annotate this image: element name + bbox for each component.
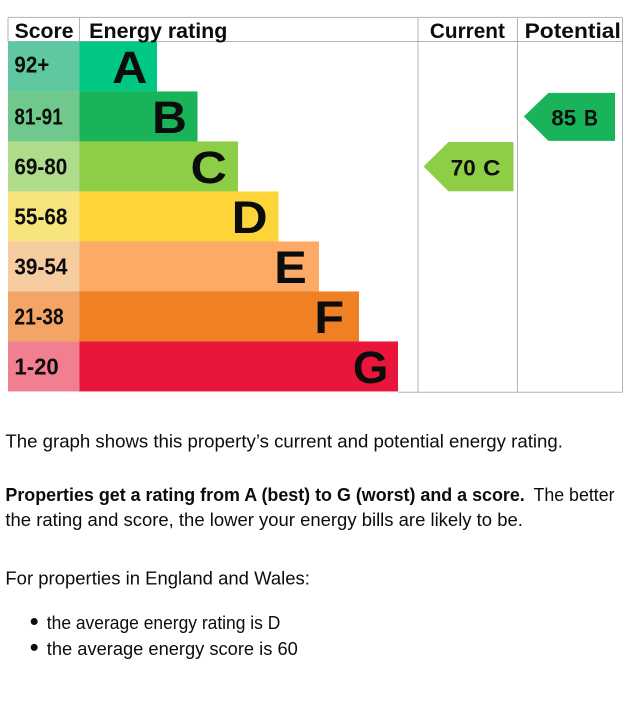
svg-text:69-80: 69-80 [14,154,67,180]
svg-text:C: C [483,155,500,180]
svg-text:the average energy rating is D: the average energy rating is D [47,612,280,633]
svg-text:B: B [152,92,187,143]
svg-text:The better: The better [534,484,615,505]
svg-text:Score: Score [15,20,74,43]
svg-text:the rating and score, the lowe: the rating and score, the lower your ene… [5,509,523,530]
svg-text:G: G [353,342,389,393]
svg-text:F: F [314,292,344,343]
svg-text:70: 70 [451,155,476,180]
svg-text:Current: Current [430,20,505,43]
svg-text:55-68: 55-68 [14,204,67,230]
svg-text:The graph shows this property’: The graph shows this property’s current … [5,430,563,451]
svg-text:C: C [191,142,227,193]
svg-text:Potential: Potential [525,20,621,43]
svg-text:39-54: 39-54 [14,254,67,280]
svg-text:E: E [274,242,307,293]
svg-text:A: A [112,42,147,93]
svg-text:81-91: 81-91 [14,104,62,130]
svg-text:D: D [232,192,268,243]
svg-text:the average energy score is 60: the average energy score is 60 [47,638,298,659]
svg-text:Energy rating: Energy rating [89,20,227,43]
svg-text:1-20: 1-20 [14,354,58,380]
svg-text:21-38: 21-38 [14,304,63,330]
svg-text:Properties get a rating from A: Properties get a rating from A (best) to… [5,484,524,505]
svg-text:B: B [584,105,598,130]
svg-text:For properties in England and: For properties in England and Wales: [5,568,310,589]
svg-text:85: 85 [551,105,576,130]
svg-text:92+: 92+ [14,52,49,78]
